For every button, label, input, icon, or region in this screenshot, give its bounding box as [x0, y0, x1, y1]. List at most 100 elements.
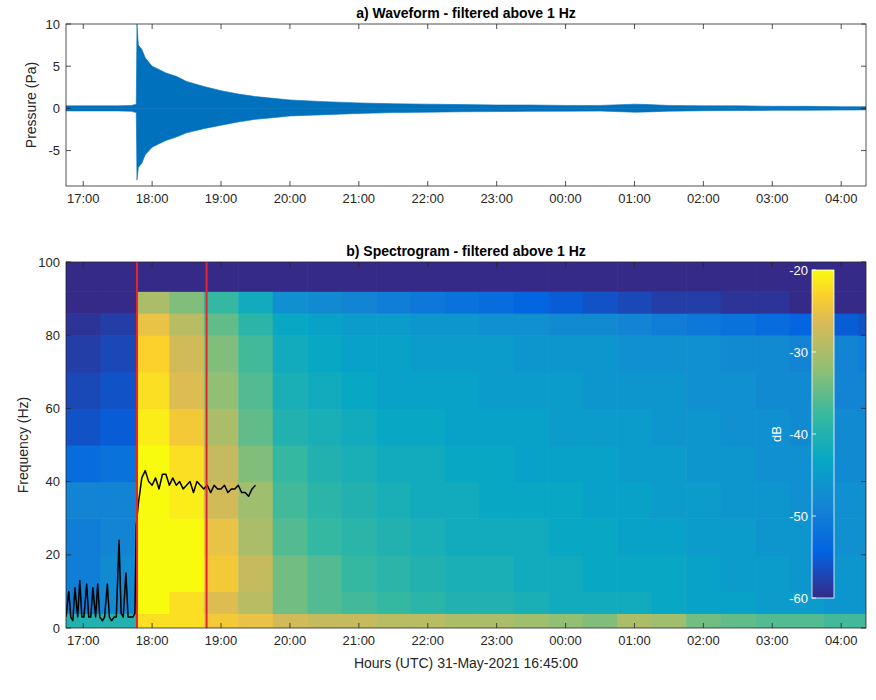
colorbar — [812, 270, 834, 598]
heatmap-cell — [238, 518, 273, 555]
heatmap-cell — [376, 445, 411, 482]
heatmap-cell — [548, 372, 583, 409]
heatmap-cell — [755, 335, 790, 372]
heatmap-cell — [617, 372, 652, 409]
heatmap-cell — [204, 613, 239, 628]
heatmap-cell — [169, 408, 204, 445]
x-tick — [841, 623, 842, 628]
heatmap-cell — [445, 482, 480, 519]
y-axis-title: Pressure (Pa) — [23, 62, 39, 148]
x-tick-label: 19:00 — [205, 191, 238, 206]
heatmap-cell — [617, 518, 652, 555]
x-tick — [427, 623, 428, 628]
heatmap-cell — [755, 591, 790, 614]
y-tick-label: 40 — [46, 474, 60, 489]
heatmap-cell — [169, 482, 204, 519]
heatmap-cell — [548, 482, 583, 519]
heatmap-cell — [721, 291, 756, 314]
heatmap-cell — [204, 408, 239, 445]
x-tick — [772, 24, 773, 29]
heatmap-cell — [66, 262, 101, 292]
heatmap-cell — [755, 408, 790, 445]
heatmap-cell — [617, 613, 652, 628]
x-tick — [152, 623, 153, 628]
x-tick-label: 03:00 — [756, 633, 789, 648]
heatmap-cell — [376, 372, 411, 409]
x-tick — [634, 181, 635, 186]
x-tick-label: 04:00 — [825, 191, 858, 206]
heatmap-cell — [342, 372, 377, 409]
heatmap-cell — [342, 262, 377, 292]
y-tick — [861, 554, 866, 555]
heatmap-cell — [445, 445, 480, 482]
heatmap-cell — [445, 291, 480, 314]
heatmap-cell — [617, 291, 652, 314]
x-tick-label: 20:00 — [274, 633, 307, 648]
heatmap-cell — [858, 262, 866, 292]
heatmap-cell — [204, 518, 239, 555]
heatmap-cell — [204, 445, 239, 482]
heatmap-cell — [858, 313, 866, 336]
y-tick-label: 0 — [53, 101, 60, 116]
heatmap-cell — [411, 445, 446, 482]
y-tick — [66, 408, 71, 409]
heatmap-cell — [858, 591, 866, 614]
x-tick — [841, 181, 842, 186]
heatmap-cell — [479, 408, 514, 445]
x-tick-label: 23:00 — [480, 633, 513, 648]
heatmap-cell — [479, 335, 514, 372]
x-tick — [221, 623, 222, 628]
heatmap-cell — [307, 518, 342, 555]
y-tick — [861, 262, 866, 263]
y-tick — [66, 628, 71, 629]
heatmap-cell — [307, 262, 342, 292]
x-tick-label: 19:00 — [205, 633, 238, 648]
heatmap-cell — [548, 313, 583, 336]
heatmap-cell — [307, 591, 342, 614]
heatmap-cell — [479, 482, 514, 519]
heatmap-cell — [137, 262, 170, 292]
heatmap-cell — [204, 291, 239, 314]
heatmap-cell — [583, 291, 618, 314]
heatmap-cell — [755, 313, 790, 336]
heatmap-cell — [66, 555, 101, 592]
heatmap-cell — [100, 482, 137, 519]
heatmap-cell — [755, 613, 790, 628]
heatmap-cell — [66, 313, 101, 336]
heatmap-cell — [755, 518, 790, 555]
heatmap-cell — [376, 291, 411, 314]
colorbar-tick-label: -30 — [789, 345, 808, 360]
heatmap-cell — [204, 372, 239, 409]
x-tick — [358, 181, 359, 186]
heatmap-cell — [238, 291, 273, 314]
heatmap-cell — [445, 518, 480, 555]
x-tick — [289, 181, 290, 186]
heatmap-cell — [307, 445, 342, 482]
heatmap-cell — [66, 408, 101, 445]
heatmap-cell — [411, 335, 446, 372]
heatmap-cell — [514, 591, 549, 614]
heatmap-cell — [342, 445, 377, 482]
heatmap-cell — [686, 445, 721, 482]
heatmap-cell — [100, 372, 137, 409]
heatmap-cell — [514, 445, 549, 482]
x-tick-label: 04:00 — [825, 633, 858, 648]
heatmap-cell — [411, 591, 446, 614]
x-tick — [496, 623, 497, 628]
y-tick-label: 5 — [53, 59, 60, 74]
heatmap-cell — [273, 555, 308, 592]
heatmap-cell — [169, 555, 204, 592]
plot-marks — [66, 262, 866, 628]
heatmap-cell — [652, 518, 687, 555]
x-tick-label: 00:00 — [549, 633, 582, 648]
heatmap-cell — [583, 613, 618, 628]
heatmap-cell — [376, 262, 411, 292]
heatmap-cell — [548, 262, 583, 292]
x-tick-label: 17:00 — [67, 191, 100, 206]
heatmap-cell — [548, 335, 583, 372]
heatmap-cell — [411, 555, 446, 592]
y-tick-label: 10 — [46, 17, 60, 32]
heatmap-cell — [479, 591, 514, 614]
heatmap-cell — [204, 555, 239, 592]
heatmap-cell — [273, 518, 308, 555]
